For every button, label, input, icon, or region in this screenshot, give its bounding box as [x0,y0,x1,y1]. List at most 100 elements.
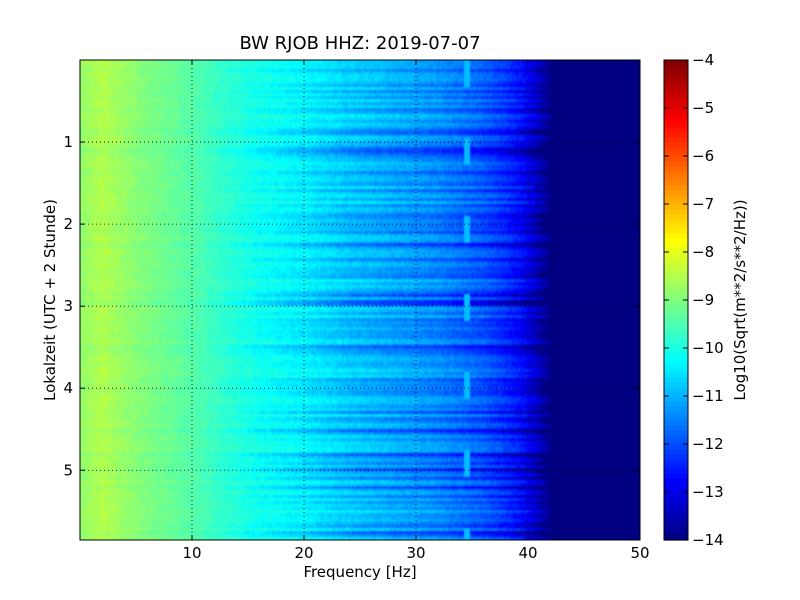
colorbar-segment [664,170,688,176]
colorbar-segment [664,439,688,445]
colorbar-segment [664,98,688,104]
colorbar-segment [664,127,688,133]
heatmap-image [80,60,640,540]
colorbar-segment [664,300,688,306]
colorbar-segment [664,280,688,287]
y-tick-label: 2 [63,215,73,233]
colorbar-tick-label: −9 [692,291,714,309]
colorbar-label: Log10(Sqrt(m**2/s**2/Hz)) [731,199,749,400]
heatmap-area [80,60,640,540]
colorbar-segment [664,501,688,507]
y-tick-label: 3 [63,297,73,315]
x-tick-label: 20 [294,544,313,562]
colorbar-segment [664,266,688,272]
colorbar-segment [664,112,688,119]
colorbar-tick-label: −8 [692,243,714,261]
colorbar-segment [664,477,688,483]
colorbar-segment [664,396,688,402]
colorbar-segment [664,247,688,253]
colorbar-segment [664,304,688,311]
colorbar-segment [664,434,688,440]
x-tick-label: 10 [182,544,201,562]
colorbar-segment [664,261,688,267]
colorbar-segment [664,69,688,75]
x-axis: 10 20 30 40 50 [182,60,650,562]
colorbar-segment [664,391,688,397]
colorbar-segment [664,410,688,416]
colorbar-segment [664,348,688,354]
colorbar-segment [664,60,688,66]
colorbar-segment [664,93,688,99]
y-axis: 1 2 3 4 5 [63,133,640,479]
colorbar-segment [664,184,688,191]
colorbar-segment [664,175,688,181]
colorbar-segment [664,88,688,95]
colorbar-segment [664,180,688,186]
colorbar-segment [664,516,688,522]
colorbar-segment [664,472,688,479]
y-tick-label: 1 [63,133,73,151]
x-tick-label: 50 [630,544,649,562]
colorbar-segment [664,271,688,277]
colorbar-segment [664,400,688,407]
colorbar-segment [664,232,688,239]
colorbar-segment [664,367,688,373]
colorbar-segment [664,386,688,392]
colorbar-segment [664,381,688,387]
y-tick-label: 4 [63,379,73,397]
colorbar-segment [664,520,688,527]
colorbar-tick-label: −11 [692,387,724,405]
colorbar-segment [664,420,688,426]
colorbar-segment [664,228,688,234]
colorbar-segment [664,333,688,339]
colorbar-segment [664,357,688,363]
colorbar-segment [664,496,688,503]
colorbar-segment [664,328,688,335]
colorbar-segment [664,324,688,330]
plot-frame [79,59,641,541]
colorbar-segment [664,285,688,291]
x-axis-label: Frequency [Hz] [303,563,416,581]
colorbar-segment [664,252,688,258]
colorbar-segment [664,530,688,536]
grid-lines [80,60,640,540]
colorbar-segment [664,482,688,488]
colorbar-segment [664,492,688,498]
colorbar-segment [664,415,688,421]
colorbar-segment [664,84,688,90]
colorbar-segment [664,376,688,383]
colorbar-segment [664,444,688,450]
colorbar-segment [664,79,688,85]
colorbar-tick-label: −14 [692,531,724,549]
colorbar-segment [664,141,688,147]
colorbar-segment [664,468,688,474]
colorbar-tick-label: −6 [692,147,714,165]
colorbar-segment [664,506,688,512]
colorbar-segment [664,511,688,517]
colorbar-segment [664,362,688,368]
colorbar-segment [664,237,688,243]
colorbar-segment [664,156,688,162]
colorbar-tick-label: −12 [692,435,724,453]
colorbar-segment [664,132,688,138]
colorbar-segment [664,122,688,128]
colorbar: −4 −5 −6 −7 −8 −9 −10 −11 −12 −13 −14 [663,51,724,549]
colorbar-segment [664,64,688,71]
colorbar-segment [664,453,688,459]
colorbar-segment [664,194,688,200]
colorbar-segment [664,136,688,143]
chart-title: BW RJOB HHZ: 2019-07-07 [239,33,480,54]
colorbar-tick-label: −10 [692,339,724,357]
y-axis-label: Lokalzeit (UTC + 2 Stunde) [41,199,59,401]
colorbar-segment [664,338,688,344]
colorbar-segment [664,103,688,109]
colorbar-segment [664,429,688,435]
colorbar-tick-label: −7 [692,195,714,213]
colorbar-segment [664,405,688,411]
colorbar-tick-label: −5 [692,99,714,117]
colorbar-segment [664,424,688,431]
x-tick-label: 30 [406,544,425,562]
colorbar-segment [664,223,688,229]
colorbar-segment [664,199,688,205]
colorbar-segment [664,108,688,114]
